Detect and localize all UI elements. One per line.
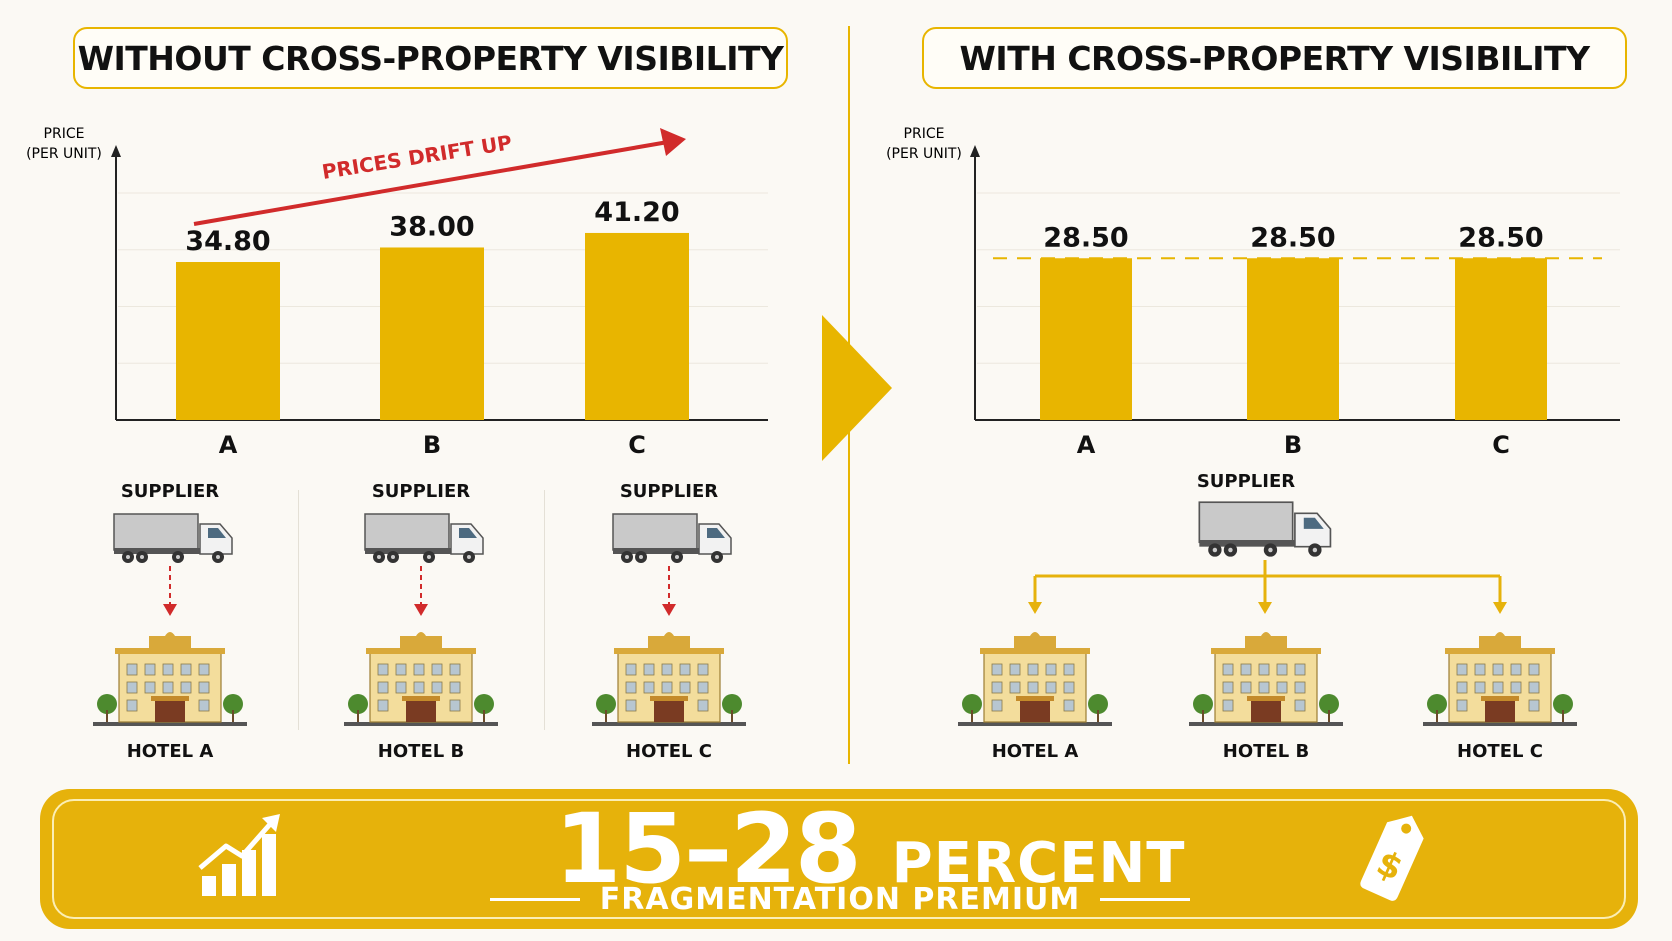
hotel-label: HOTEL C bbox=[1457, 741, 1543, 762]
chart-without-visibility: PRICE(PER UNIT)34.80A38.00B41.20CPRICES … bbox=[26, 126, 768, 459]
supplier-label: SUPPLIER bbox=[371, 481, 471, 502]
lane-separator bbox=[544, 490, 545, 730]
growth-chart-icon bbox=[198, 814, 280, 896]
bar-b bbox=[1247, 258, 1339, 420]
supplier-label: SUPPLIER bbox=[120, 481, 220, 502]
hotel-icon bbox=[1421, 630, 1579, 734]
hotel-label: HOTEL A bbox=[991, 741, 1079, 762]
bar-a bbox=[1040, 258, 1132, 420]
supply-link-arrow bbox=[411, 566, 431, 622]
drift-arrowhead-icon bbox=[660, 128, 686, 156]
supplier-label: SUPPLIER bbox=[1196, 471, 1296, 492]
summary-banner: 15–28 PERCENT bbox=[40, 789, 1638, 929]
subtitle-rule-right bbox=[1100, 898, 1191, 901]
hotel-label: HOTEL A bbox=[126, 741, 214, 762]
chart-with-visibility: PRICE (PER UNIT) 28.50 A 28.50 B 28.50 C bbox=[886, 126, 1620, 459]
bar-b bbox=[380, 247, 484, 420]
premium-range: 15–28 bbox=[554, 793, 861, 905]
supply-link-arrow bbox=[160, 566, 180, 622]
right-panel-title: WITH CROSS-PROPERTY VISIBILITY bbox=[922, 27, 1627, 89]
banner-frame bbox=[52, 799, 1626, 919]
data-label: 28.50 bbox=[1458, 222, 1543, 253]
data-label: 38.00 bbox=[389, 211, 474, 242]
shared-supply-network bbox=[1020, 558, 1510, 622]
x-tick-label: C bbox=[628, 431, 646, 459]
premium-unit: PERCENT bbox=[891, 831, 1186, 896]
x-tick-label: A bbox=[1077, 431, 1096, 459]
hotel-label: HOTEL B bbox=[377, 741, 465, 762]
x-tick-label: B bbox=[423, 431, 441, 459]
bar-c bbox=[1455, 258, 1547, 420]
price-tag-icon: $ bbox=[1360, 815, 1424, 901]
lane-separator bbox=[298, 490, 299, 730]
data-label: 28.50 bbox=[1043, 222, 1128, 253]
x-tick-label: C bbox=[1492, 431, 1510, 459]
y-axis-label-line2: (PER UNIT) bbox=[886, 146, 962, 162]
x-tick-label: A bbox=[219, 431, 238, 459]
hotel-icon bbox=[91, 630, 249, 734]
bar-c bbox=[585, 232, 689, 420]
hotel-label: HOTEL B bbox=[1222, 741, 1310, 762]
supplier-label: SUPPLIER bbox=[619, 481, 719, 502]
data-label: 34.80 bbox=[185, 226, 270, 257]
bar-a bbox=[176, 262, 280, 420]
hotel-icon bbox=[956, 630, 1114, 734]
truck-icon bbox=[611, 512, 735, 570]
left-panel-title: WITHOUT CROSS-PROPERTY VISIBILITY bbox=[73, 27, 788, 89]
hotel-icon bbox=[342, 630, 500, 734]
data-label: 41.20 bbox=[594, 197, 679, 228]
supply-link-arrow bbox=[659, 566, 679, 622]
hotel-icon bbox=[1187, 630, 1345, 734]
banner-subtitle-row: FRAGMENTATION PREMIUM bbox=[480, 882, 1200, 917]
premium-figure: 15–28 PERCENT bbox=[510, 793, 1230, 905]
drift-arrow-line bbox=[193, 140, 669, 226]
transition-arrow-icon bbox=[822, 315, 892, 461]
x-tick-label: B bbox=[1284, 431, 1302, 459]
y-axis-arrow-icon bbox=[970, 145, 980, 157]
y-axis-arrow-icon bbox=[111, 145, 121, 157]
truck-icon bbox=[1186, 500, 1346, 564]
truck-icon bbox=[363, 512, 487, 570]
data-label: 28.50 bbox=[1250, 222, 1335, 253]
y-axis-label-line2: (PER UNIT) bbox=[26, 146, 102, 162]
y-axis-label-line1: PRICE bbox=[44, 126, 85, 142]
y-axis-label-line1: PRICE bbox=[904, 126, 945, 142]
hotel-icon bbox=[590, 630, 748, 734]
banner-subtitle: FRAGMENTATION PREMIUM bbox=[599, 882, 1081, 917]
subtitle-rule-left bbox=[489, 898, 580, 901]
hotel-label: HOTEL C bbox=[626, 741, 712, 762]
truck-icon bbox=[112, 512, 236, 570]
